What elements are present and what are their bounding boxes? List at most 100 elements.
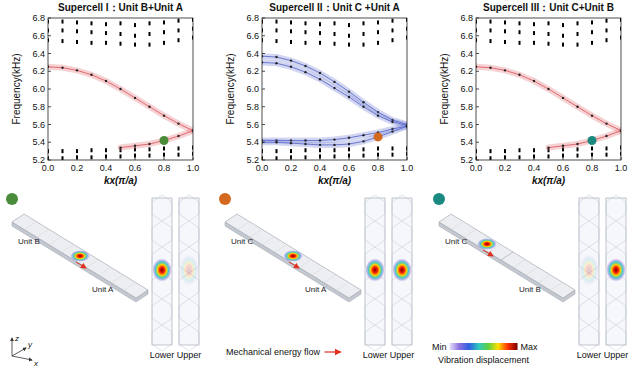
band-point [547,88,549,90]
x-tick [262,157,263,160]
vibration-hotspot [70,250,90,262]
band-point [290,66,292,68]
band-point [304,65,306,67]
x-tick-label: 0.4 [314,163,327,173]
bulk-mode [120,42,122,46]
y-tick-label: 6.6 [460,31,473,41]
energy-flow-arrow [76,262,86,268]
band-point [391,130,393,132]
bulk-mode [319,22,321,26]
bulk-mode [363,147,365,151]
bulk-mode [62,39,64,43]
mode-marker [433,193,445,205]
bulk-mode [490,156,492,160]
x-tick [534,157,535,160]
y-tick-label: 5.8 [32,102,45,112]
y-tick-label: 6.8 [32,13,45,23]
triad-label: x [33,359,39,368]
plate-cell-line [299,260,311,268]
bulk-mode [334,21,336,25]
y-tick-label: 5.2 [246,155,259,165]
bulk-mode [533,148,535,152]
bulk-mode [290,20,292,24]
bulk-mode [504,40,506,44]
bulk-mode [76,149,78,153]
x-tick [592,157,593,160]
bulk-mode [319,148,321,152]
bulk-mode [149,21,151,25]
band-glow [121,131,194,148]
x-tick [135,157,136,160]
selected-mode [160,136,169,145]
band-point [119,146,121,148]
bulk-mode [348,23,350,27]
bulk-mode [490,28,492,32]
band-point [348,96,350,98]
hex-cell [579,299,599,325]
band-line [549,131,622,148]
hex-cell [179,325,199,351]
band-point [605,135,607,137]
band-line [121,131,194,148]
triad-axis [12,356,32,360]
bulk-mode [290,149,292,153]
y-tick-label: 6.8 [246,13,259,23]
plot-data [262,18,407,160]
y-tick [262,71,265,72]
triad-axis [12,338,13,356]
y-tick-label: 5.2 [32,155,45,165]
plate-cell-line [86,260,98,268]
bulk-mode [363,43,365,47]
x-axis-title: kx(π/a) [318,175,352,186]
legend-arrow [325,351,341,352]
plate-cell-line [337,282,349,290]
band-point [562,97,564,99]
colorbar-title: Vibration displacement [438,355,529,365]
bulk-mode [134,43,136,47]
bulk-mode [62,156,64,160]
bulk-mode [377,41,379,45]
x-tick-label: 0.4 [100,163,113,173]
bulk-mode [134,34,136,38]
bulk-mode [504,29,506,33]
bulk-mode [591,153,593,157]
band-glow [262,56,407,124]
bulk-mode [149,32,151,36]
y-tick-label: 5.8 [460,102,473,112]
y-tick [48,89,51,90]
bulk-mode [348,43,350,47]
y-tick [262,35,265,36]
band-point [377,114,379,116]
bulk-mode [577,147,579,151]
bulk-mode [134,154,136,158]
hex-cell [179,299,199,325]
y-tick [48,18,51,19]
y-tick [476,142,479,143]
bulk-mode [334,154,336,158]
plate-cell-line [501,252,513,260]
bulk-mode [348,147,350,151]
band-point [591,114,593,116]
bulk-mode [548,21,550,25]
y-tick-label: 6.0 [32,84,45,94]
y-tick [262,18,265,19]
plate-cell-line [37,229,49,237]
panel-title: Supercell II：Unit C +Unit A [269,2,399,13]
unit-label: Unit B [519,285,541,294]
plate [439,214,575,298]
bulk-mode [62,20,64,24]
bulk-mode [377,20,379,24]
band-point [362,106,364,108]
plate-cell-line [312,267,324,275]
y-tick [48,142,51,143]
band-point [333,81,335,83]
band-point [348,137,350,139]
energy-flow-arrow [289,262,299,268]
band-point [148,143,150,145]
y-tick [262,89,265,90]
bulk-mode [519,155,521,159]
plate [225,214,361,298]
bulk-mode [105,31,107,35]
y-tick [476,18,479,19]
band-point [319,72,321,74]
